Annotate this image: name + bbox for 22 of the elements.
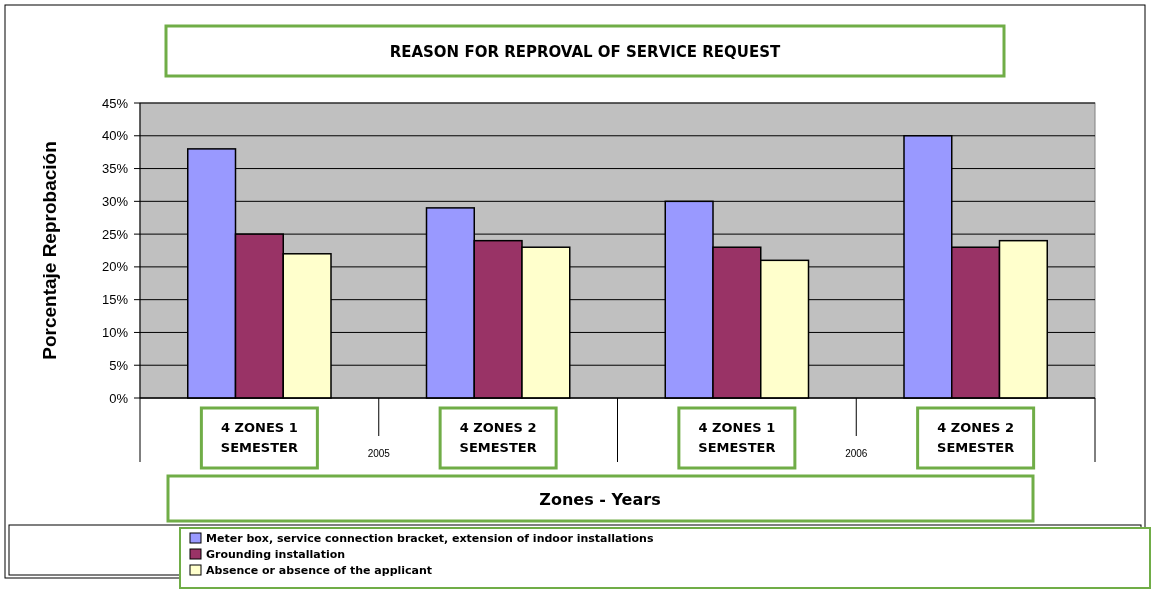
y-tick-label: 45%: [101, 95, 129, 111]
text: 2005: [367, 448, 391, 459]
y-tick-label: 25%: [101, 226, 129, 242]
x-tick-label: 4 ZONES 1 SEMESTER: [220, 420, 298, 455]
y-tick-label: 0%: [109, 390, 129, 406]
y-tick-label: 40%: [101, 128, 129, 144]
legend-label: Meter box, service connection bracket, extension of indoor installations: [206, 532, 654, 545]
x-tick-label: 4 ZONES 2 SEMESTER: [459, 420, 537, 455]
y-tick-label: 10%: [101, 324, 129, 340]
text: 2006: [845, 448, 868, 459]
y-tick-label: 30%: [101, 193, 129, 209]
legend-label: Absence or absence of the applicant: [206, 564, 433, 577]
chart-title: REASON FOR REPROVAL OF SERVICE REQUEST: [389, 43, 782, 61]
legend-label: Grounding installation: [206, 548, 346, 561]
x-tick-label: 4 ZONES 1 SEMESTER: [698, 420, 776, 455]
y-tick-label: 15%: [101, 292, 129, 308]
x-tick-label: 4 ZONES 2 SEMESTER: [937, 420, 1015, 455]
y-tick-label: 5%: [109, 357, 129, 373]
y-axis-title: Porcentaje Reprobación: [39, 141, 60, 360]
y-tick-label: 20%: [101, 259, 129, 275]
y-tick-label: 35%: [101, 161, 129, 177]
x-axis-title: Zones - Years: [539, 490, 661, 509]
